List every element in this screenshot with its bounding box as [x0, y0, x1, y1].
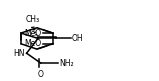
- Text: MeO: MeO: [24, 39, 41, 48]
- Text: CH₃: CH₃: [25, 15, 39, 24]
- Text: NH₂: NH₂: [59, 59, 74, 68]
- Text: OH: OH: [72, 34, 84, 43]
- Text: HN: HN: [14, 49, 25, 58]
- Text: MeO: MeO: [24, 29, 41, 38]
- Text: O: O: [38, 70, 44, 79]
